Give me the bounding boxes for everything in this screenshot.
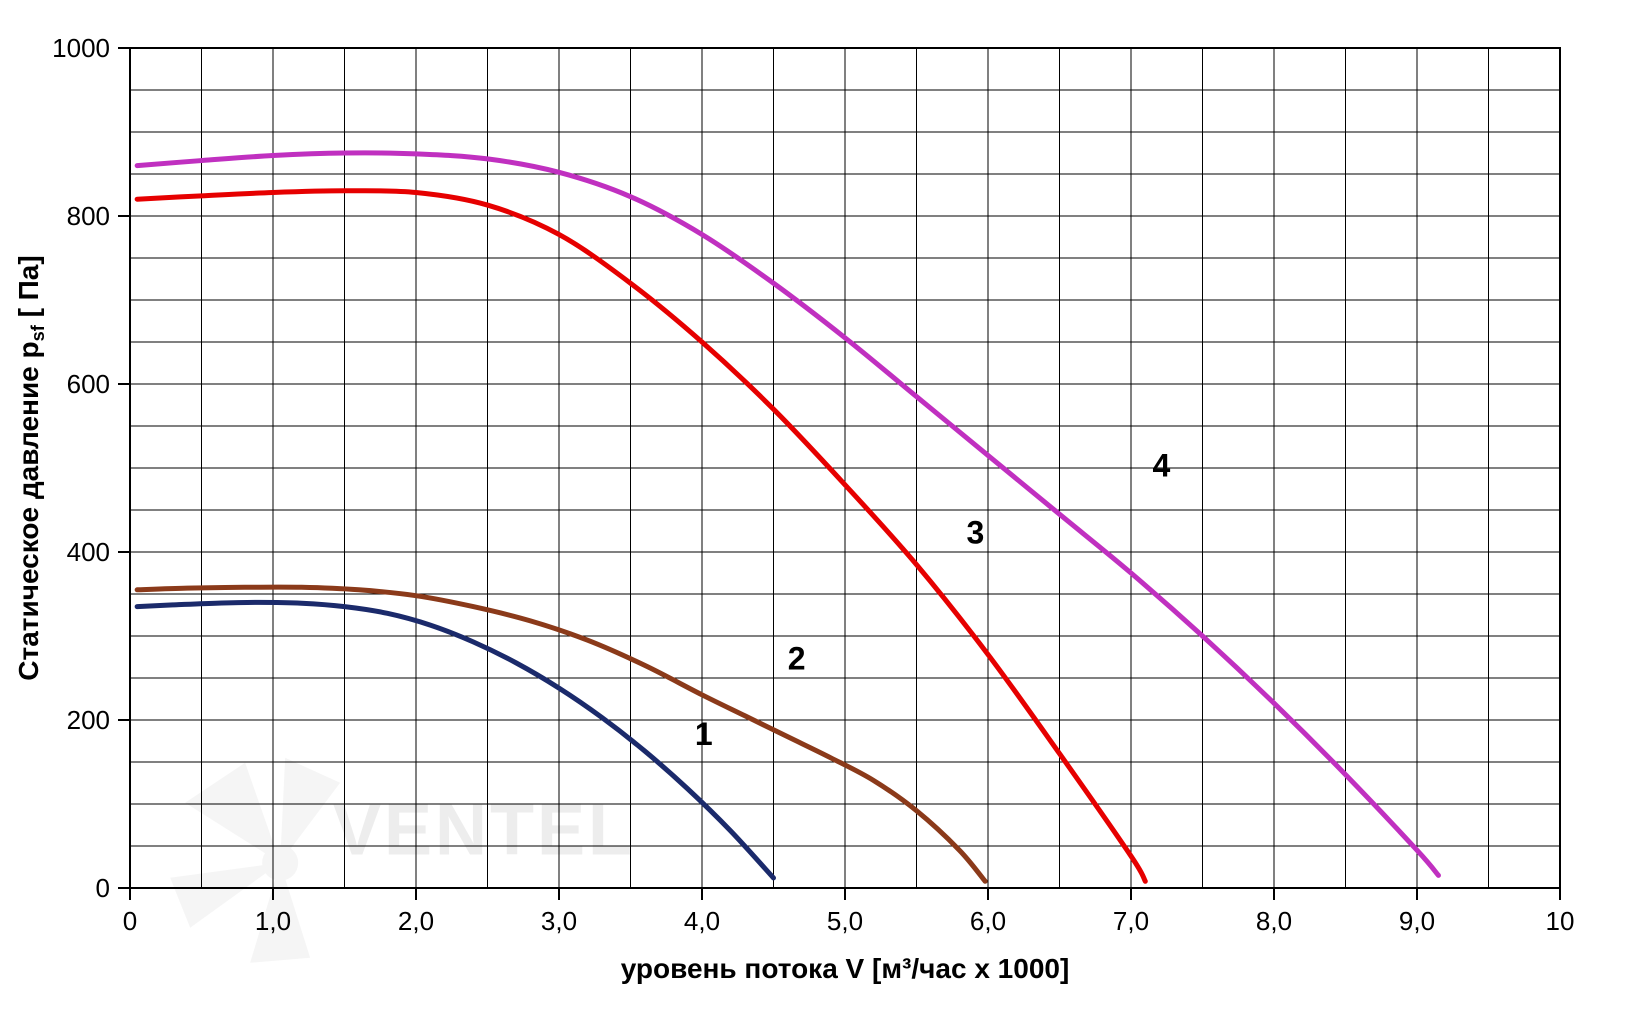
pressure-flow-chart: VENTEL 0 1,0 2,0 3,0 4,0 5,0 6,0 7,0 8,0 9,0 10 0 200… bbox=[0, 0, 1628, 1021]
x-tick-label: 9,0 bbox=[1399, 906, 1435, 936]
x-tick-label: 6,0 bbox=[970, 906, 1006, 936]
x-tick-label: 4,0 bbox=[684, 906, 720, 936]
x-tick-label: 10 bbox=[1546, 906, 1575, 936]
series-label-curve1: 1 bbox=[695, 716, 713, 752]
x-tick-label: 3,0 bbox=[541, 906, 577, 936]
x-tick-label: 7,0 bbox=[1113, 906, 1149, 936]
y-tick-label: 600 bbox=[67, 369, 110, 399]
x-tick-label: 2,0 bbox=[398, 906, 434, 936]
x-tick-label: 5,0 bbox=[827, 906, 863, 936]
series-label-curve4: 4 bbox=[1152, 447, 1170, 483]
x-tick-label: 0 bbox=[123, 906, 137, 936]
x-tick-label: 1,0 bbox=[255, 906, 291, 936]
x-axis-label: уровень потока V [м³/час x 1000] bbox=[621, 953, 1070, 984]
x-tick-label: 8,0 bbox=[1256, 906, 1292, 936]
y-tick-label: 0 bbox=[96, 873, 110, 903]
y-tick-label: 800 bbox=[67, 201, 110, 231]
chart-svg: VENTEL 0 1,0 2,0 3,0 4,0 5,0 6,0 7,0 8,0 9,0 10 0 200… bbox=[0, 0, 1628, 1021]
y-tick-label: 200 bbox=[67, 705, 110, 735]
y-axis-label: Статическое давление psf [ Па] bbox=[13, 255, 48, 680]
y-tick-label: 400 bbox=[67, 537, 110, 567]
watermark-text: VENTEL bbox=[333, 790, 635, 870]
y-tick-label: 1000 bbox=[52, 33, 110, 63]
series-label-curve3: 3 bbox=[967, 515, 985, 551]
series-label-curve2: 2 bbox=[788, 641, 806, 677]
